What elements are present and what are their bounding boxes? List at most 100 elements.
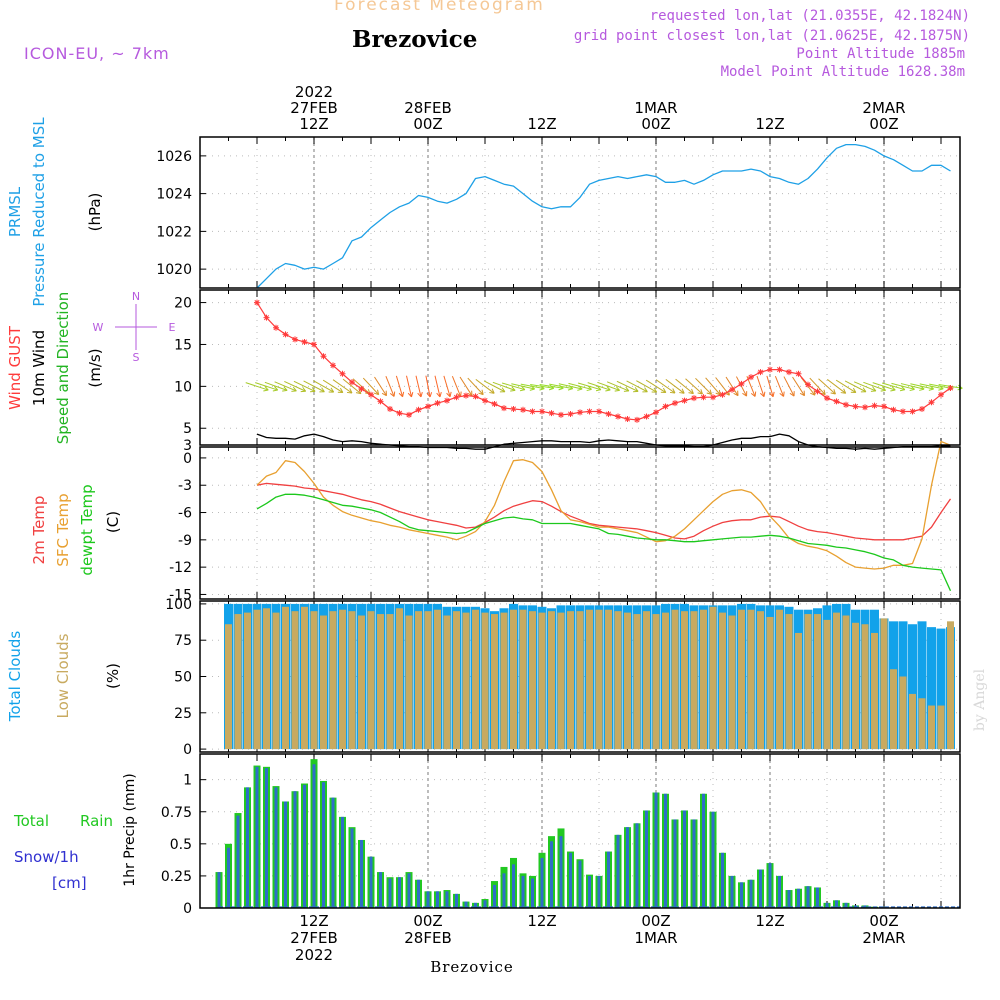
gust-marker (871, 402, 878, 409)
gust-marker (672, 400, 678, 407)
low-cloud-bar (861, 624, 869, 750)
gust-marker (691, 395, 697, 402)
wind-arrow (645, 379, 667, 393)
low-cloud-bar (443, 615, 451, 750)
wind-arrow (539, 383, 564, 389)
wind-arrow (293, 380, 316, 392)
panel-wind: 35 10 15 20 (174, 290, 960, 454)
bottom-time-label: 2MAR (862, 929, 905, 947)
rain-bar (711, 811, 715, 908)
wind-arrow (568, 382, 592, 390)
sfc-temp-line (256, 440, 951, 570)
pressure-label-2: Pressure Reduced to MSL (30, 117, 48, 307)
wind-arrow-head (426, 392, 433, 398)
rain-bar (265, 768, 268, 908)
low-cloud-bar (690, 611, 698, 750)
wind-arrow-head (389, 391, 396, 397)
bottom-time-label: 2022 (295, 946, 333, 964)
wind-arrow-head (489, 388, 495, 394)
total-cloud-bar (936, 628, 946, 750)
wind-arrow (881, 382, 906, 391)
wind-arrow (827, 379, 846, 394)
wind-arrow-head (750, 391, 757, 397)
wind-arrow (792, 376, 805, 396)
wind-arrow-head (398, 391, 405, 398)
wind-arrow-head (446, 391, 452, 398)
low-cloud-bar (491, 614, 498, 750)
low-cloud-bar (795, 632, 802, 750)
wind-arrow (577, 382, 602, 391)
total-cloud-label: Total Clouds (6, 631, 24, 723)
wind-arrow (587, 382, 611, 391)
wind-arrow (443, 375, 451, 397)
gust-marker (843, 401, 849, 408)
y-tick-label: -15 (169, 587, 192, 603)
low-cloud-bar (377, 614, 384, 750)
low-cloud-bar (890, 669, 897, 750)
gust-marker (558, 411, 564, 418)
wind-arrow-head (759, 391, 766, 398)
rain-bar (730, 875, 734, 908)
wind-arrow (853, 381, 877, 392)
wind-arrow-head (263, 386, 269, 392)
wind-arrow-head (890, 386, 896, 392)
wind-arrow-head (633, 387, 639, 393)
y-tick-label: 0.25 (161, 869, 192, 885)
rain-bar (626, 827, 629, 908)
low-cloud-bar (272, 612, 280, 750)
credit-label: by Angel (972, 668, 988, 731)
low-cloud-bar (253, 609, 261, 750)
top-time-label: 12Z (527, 115, 556, 133)
total-cloud-bar (917, 621, 927, 750)
rain-bar (426, 891, 430, 908)
gust-marker (444, 397, 450, 404)
low-cloud-bar (481, 612, 489, 750)
wind-arrow-head (899, 385, 906, 392)
low-cloud-bar (519, 609, 527, 750)
panel-border (199, 600, 961, 753)
wind-arrow-head (789, 391, 795, 397)
wind-arrow-head (669, 388, 676, 394)
rain-bar (493, 884, 496, 908)
total-cloud-bar (908, 624, 917, 750)
pressure-unit: (hPa) (86, 193, 104, 232)
wind-arrow (451, 376, 462, 397)
low-cloud-bar (918, 698, 926, 750)
gust-marker (539, 408, 545, 415)
rain-bar (825, 902, 829, 908)
rain-bar (502, 873, 506, 908)
gust-marker (852, 403, 859, 410)
gust-marker (396, 410, 403, 417)
wind-arrow-head (660, 387, 667, 394)
top-time-label: 28FEB (404, 99, 451, 117)
rain-bar (759, 869, 762, 908)
wind-arrow (274, 381, 297, 392)
pressure-line (256, 143, 951, 289)
wind-arrow (863, 381, 886, 391)
t2m-line (256, 482, 952, 541)
rain-bar (360, 839, 363, 908)
rain-bar (844, 902, 848, 908)
gust-marker (643, 413, 650, 420)
rain-bar (521, 875, 525, 908)
rain-bar (436, 891, 439, 908)
rain-bar (464, 901, 468, 908)
wind-arrow-head (346, 388, 353, 394)
rain-bar (768, 863, 772, 908)
low-cloud-bar (386, 614, 394, 750)
wind-arrow-head (328, 387, 335, 393)
gust-marker (463, 392, 469, 399)
wind-speed-line (256, 433, 951, 450)
low-cloud-bar (776, 609, 783, 750)
wind-arrow (616, 380, 639, 392)
rain-bar (806, 886, 810, 908)
wind-arrow-head (733, 390, 739, 397)
y-tick-label: 10 (174, 379, 192, 395)
wind-arrow (558, 383, 583, 390)
gust-marker (757, 369, 764, 376)
low-cloud-bar (529, 611, 536, 750)
rain-bar (645, 810, 648, 908)
precip-unit: 1hr Precip (mm) (122, 773, 138, 886)
wind-arrow-head (830, 389, 836, 395)
low-cloud-bar (614, 611, 622, 750)
